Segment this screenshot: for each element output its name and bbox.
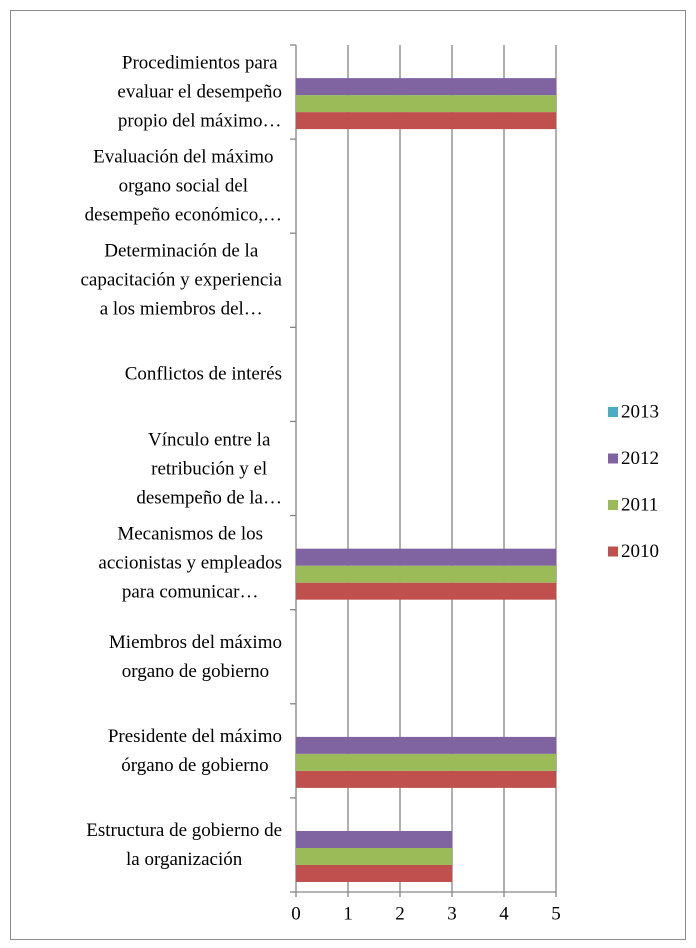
bar [296, 770, 556, 788]
category-label: Mecanismos de los accionistas y empleado… [10, 519, 282, 606]
x-tick-label: 5 [551, 903, 561, 924]
category-text: Procedimientos para evaluar el desempeño… [117, 52, 282, 132]
category-text: Mecanismos de los accionistas y empleado… [98, 523, 282, 603]
category-text: Vínculo entre la retribución y el desemp… [136, 429, 282, 508]
category-label: Procedimientos para evaluar el desempeño… [10, 49, 282, 136]
legend-swatch [608, 500, 618, 510]
bar [296, 753, 556, 771]
bar [296, 582, 556, 600]
category-text: Evaluación del máximo organo social del … [84, 146, 282, 226]
bar [296, 565, 556, 583]
x-tick-label: 0 [291, 903, 301, 924]
category-label: Miembros del máximo organo de gobierno [10, 628, 282, 686]
x-tick-label: 1 [343, 903, 353, 924]
legend-label: 2010 [621, 541, 659, 562]
legend-label: 2012 [621, 448, 659, 469]
category-label: Presidente del máximo órgano de gobierno [10, 722, 282, 780]
bar [296, 831, 452, 848]
category-text: Miembros del máximo organo de gobierno [108, 631, 282, 682]
category-text: Presidente del máximo órgano de gobierno [107, 725, 282, 776]
category-text: Determinación de la capacitación y exper… [80, 240, 283, 320]
chart-border [10, 10, 686, 940]
category-label: Estructura de gobierno de la organizació… [10, 816, 282, 874]
category-label: Evaluación del máximo organo social del … [10, 143, 282, 230]
x-tick-label: 4 [499, 903, 509, 924]
category-text: Conflictos de interés [124, 363, 282, 385]
bar [296, 95, 556, 113]
bar [296, 548, 556, 566]
category-label: Vínculo entre la retribución y el desemp… [10, 425, 282, 512]
legend-label: 2011 [621, 494, 658, 515]
bar [296, 736, 556, 754]
legend-swatch [608, 407, 618, 417]
bar [296, 848, 452, 865]
category-label: Determinación de la capacitación y exper… [10, 237, 283, 324]
legend-swatch [608, 453, 618, 464]
category-label: Conflictos de interés [10, 360, 282, 389]
legend-label: 2013 [621, 401, 659, 422]
x-tick-label: 2 [395, 903, 405, 924]
bar [296, 78, 556, 96]
legend-swatch [608, 546, 618, 557]
bar [296, 865, 452, 882]
x-tick-label: 3 [447, 903, 457, 924]
category-text: Estructura de gobierno de la organizació… [86, 819, 282, 870]
bar [296, 112, 556, 130]
